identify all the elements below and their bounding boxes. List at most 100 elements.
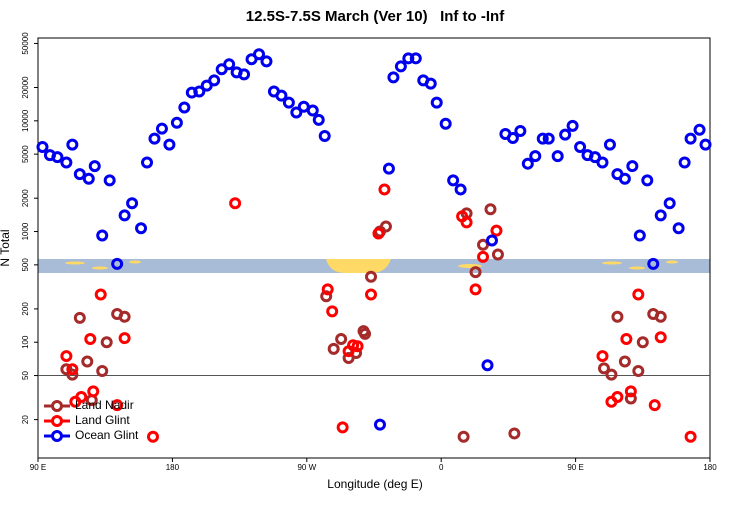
legend-marker bbox=[51, 400, 63, 412]
chart-title: 12.5S-7.5S March (Ver 10) Inf to -Inf bbox=[246, 8, 505, 25]
point bbox=[73, 311, 86, 324]
x-axis-title: Longitude (deg E) bbox=[327, 477, 422, 491]
point bbox=[485, 234, 498, 247]
point bbox=[506, 131, 519, 144]
point bbox=[223, 58, 236, 71]
point bbox=[457, 430, 470, 443]
point bbox=[469, 266, 482, 279]
point bbox=[632, 364, 645, 377]
point bbox=[51, 151, 64, 164]
point bbox=[409, 52, 422, 65]
point bbox=[327, 342, 340, 355]
point bbox=[477, 250, 490, 263]
point bbox=[359, 327, 372, 340]
band-highlight bbox=[92, 266, 108, 270]
point bbox=[208, 74, 221, 87]
point bbox=[372, 227, 385, 240]
y-axis-title: N Total bbox=[0, 229, 12, 266]
point bbox=[365, 270, 378, 283]
point bbox=[170, 116, 183, 129]
point bbox=[514, 124, 527, 137]
legend-label: Land Glint bbox=[75, 413, 130, 427]
point bbox=[605, 368, 618, 381]
point bbox=[611, 391, 624, 404]
point bbox=[87, 385, 100, 398]
point bbox=[636, 336, 649, 349]
y-tick-label: 10000 bbox=[21, 109, 30, 132]
point bbox=[382, 162, 395, 175]
band-highlight bbox=[326, 259, 391, 273]
point bbox=[260, 55, 273, 68]
y-tick-label: 100 bbox=[21, 335, 30, 349]
band-highlight bbox=[129, 260, 141, 264]
x-tick-label: 90 W bbox=[297, 463, 316, 472]
point bbox=[402, 52, 415, 65]
x-tick-label: 0 bbox=[439, 463, 444, 472]
point bbox=[163, 138, 176, 151]
y-tick-label: 50 bbox=[21, 371, 30, 380]
legend-label: Ocean Glint bbox=[75, 428, 139, 442]
point bbox=[318, 129, 331, 142]
point bbox=[654, 310, 667, 323]
series bbox=[36, 48, 712, 431]
point bbox=[84, 332, 97, 345]
x-tick-label: 180 bbox=[703, 463, 717, 472]
point bbox=[118, 332, 131, 345]
point bbox=[430, 96, 443, 109]
point bbox=[94, 288, 107, 301]
point bbox=[111, 399, 124, 412]
point bbox=[378, 183, 391, 196]
point bbox=[394, 60, 407, 73]
point bbox=[618, 172, 631, 185]
point bbox=[146, 430, 159, 443]
point bbox=[135, 222, 148, 235]
point bbox=[111, 257, 124, 270]
point bbox=[611, 310, 624, 323]
point bbox=[96, 364, 109, 377]
point bbox=[596, 156, 609, 169]
point bbox=[282, 96, 295, 109]
point bbox=[126, 197, 139, 210]
x-tick-label: 90 E bbox=[567, 463, 583, 472]
point bbox=[387, 71, 400, 84]
point bbox=[633, 229, 646, 242]
point bbox=[60, 350, 73, 363]
y-tick-label: 200 bbox=[21, 302, 30, 316]
point bbox=[626, 160, 639, 173]
point bbox=[439, 117, 452, 130]
point bbox=[484, 203, 497, 216]
point bbox=[335, 332, 348, 345]
point bbox=[351, 340, 364, 353]
point bbox=[81, 355, 94, 368]
point bbox=[672, 222, 685, 235]
point bbox=[306, 104, 319, 117]
point bbox=[290, 106, 303, 119]
point bbox=[574, 141, 587, 154]
band-highlight bbox=[602, 261, 622, 265]
point bbox=[641, 174, 654, 187]
y-tick-label: 20 bbox=[21, 415, 30, 424]
point bbox=[536, 132, 549, 145]
point bbox=[566, 119, 579, 132]
point bbox=[424, 77, 437, 90]
point bbox=[647, 257, 660, 270]
point bbox=[336, 421, 349, 434]
point bbox=[321, 283, 334, 296]
y-tick-label: 500 bbox=[21, 258, 30, 272]
y-tick-label: 2000 bbox=[21, 189, 30, 207]
x-tick-label: 90 E bbox=[30, 463, 46, 472]
legend-marker bbox=[51, 430, 63, 442]
point bbox=[551, 150, 564, 163]
point bbox=[454, 183, 467, 196]
point bbox=[684, 132, 697, 145]
point bbox=[148, 132, 161, 145]
background-band bbox=[38, 259, 710, 273]
band-highlight bbox=[666, 260, 678, 264]
series bbox=[60, 203, 667, 443]
point bbox=[542, 132, 555, 145]
point bbox=[253, 48, 266, 61]
y-tick-label: 50000 bbox=[21, 32, 30, 55]
point bbox=[481, 359, 494, 372]
point bbox=[620, 332, 633, 345]
